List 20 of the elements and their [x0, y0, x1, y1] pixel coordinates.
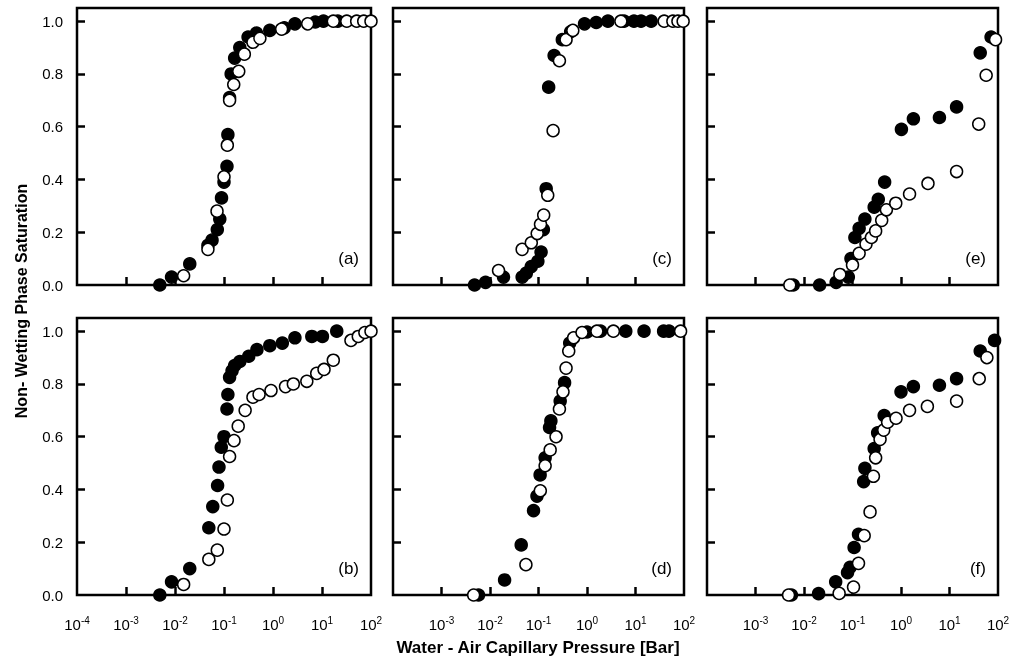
annotation: (d)	[651, 559, 672, 578]
y-axis-title: Non- Wetting Phase Saturation	[13, 183, 31, 419]
y-tick-label: 0.6	[42, 118, 63, 136]
y-tick-label: 0.8	[42, 375, 63, 393]
y-tick-label: 1.0	[42, 12, 63, 30]
annotation: (b)	[338, 559, 359, 578]
y-tick-label: 0.4	[42, 480, 63, 498]
annotation: (f)	[969, 559, 986, 578]
y-tick-label: 0.8	[42, 65, 63, 83]
y-tick-label: 0.6	[42, 428, 63, 446]
y-tick-label: 0.2	[42, 533, 63, 551]
y-tick-label: 0.0	[42, 276, 63, 294]
y-tick-label: 0.2	[42, 223, 63, 241]
y-tick-label: 1.0	[42, 322, 63, 340]
x-axis-title: Water - Air Capillary Pressure [Bar]	[396, 638, 680, 658]
annotation: (c)	[652, 249, 672, 268]
annotation: (e)	[965, 249, 986, 268]
y-tick-label: 0.0	[42, 586, 63, 604]
annotation: (a)	[338, 249, 359, 268]
y-tick-label: 0.4	[42, 170, 63, 188]
